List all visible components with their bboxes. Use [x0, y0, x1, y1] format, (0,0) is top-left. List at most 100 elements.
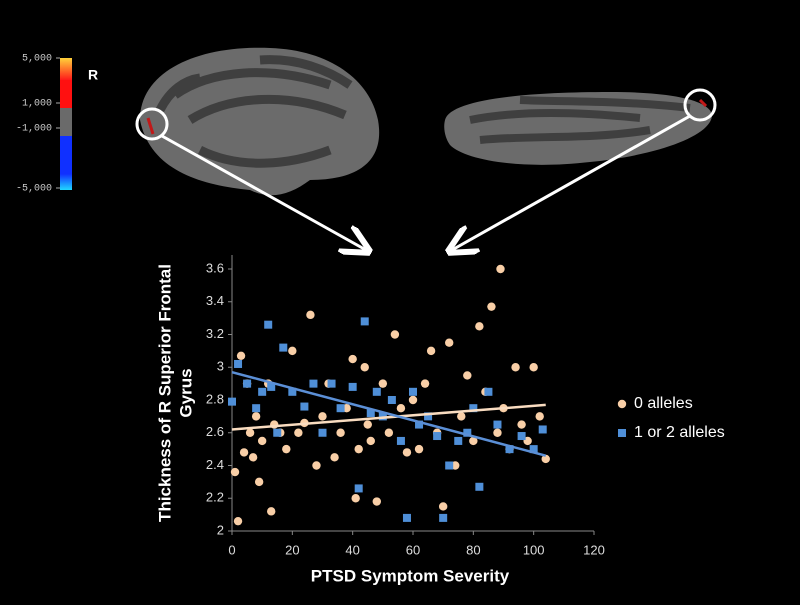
x-tick-label: 60 — [406, 542, 420, 557]
point — [228, 397, 236, 406]
point — [254, 477, 264, 487]
point — [288, 346, 297, 356]
point — [475, 322, 484, 331]
y-tick-label: 2.4 — [206, 457, 224, 472]
point — [445, 461, 454, 470]
point — [408, 395, 418, 405]
point — [541, 454, 550, 464]
x-tick-label: 120 — [583, 542, 605, 557]
y-tick-label: 2.6 — [206, 424, 224, 439]
colorbar: R — [60, 58, 98, 190]
point — [396, 403, 406, 413]
point — [251, 412, 261, 421]
point — [511, 363, 520, 372]
x-tick-label: 40 — [345, 542, 359, 557]
point — [351, 494, 360, 503]
y-tick-label: 3.6 — [206, 260, 224, 275]
legend-marker — [617, 399, 627, 409]
colorbar-tick-label: -5,000 — [16, 184, 52, 195]
point — [288, 387, 297, 396]
point — [354, 484, 363, 493]
point — [493, 420, 502, 429]
y-tick-label: 3.2 — [206, 326, 224, 341]
point — [475, 482, 484, 491]
point — [538, 425, 547, 434]
point — [327, 379, 336, 388]
point — [457, 412, 466, 421]
point — [267, 382, 276, 391]
point — [264, 320, 273, 329]
point — [390, 330, 400, 339]
colorbar-tick-label: 5,000 — [22, 54, 52, 65]
point — [402, 513, 411, 522]
point — [463, 371, 472, 380]
arrow — [161, 134, 366, 250]
colorbar-tick-label: 1,000 — [22, 99, 52, 110]
y-axis-label: Thickness of R Superior Frontal — [155, 264, 174, 522]
point — [258, 387, 267, 396]
point — [414, 444, 424, 454]
trend-line — [231, 403, 546, 431]
point — [415, 420, 424, 429]
point — [294, 428, 303, 437]
colorbar-segment — [60, 174, 72, 190]
point — [306, 310, 315, 320]
point — [384, 428, 394, 437]
y-tick-label: 2.2 — [206, 490, 224, 505]
colorbar-segment — [60, 108, 72, 136]
x-axis-label: PTSD Symptom Severity — [311, 566, 510, 585]
trend-line — [231, 370, 547, 457]
point — [469, 404, 478, 413]
legend-marker — [618, 429, 626, 437]
y-tick-label: 2 — [217, 522, 224, 537]
colorbar-segment — [60, 80, 72, 108]
point — [330, 453, 339, 462]
point — [230, 467, 240, 477]
x-tick-label: 100 — [523, 542, 545, 557]
point — [493, 428, 502, 437]
point — [300, 402, 309, 411]
point — [529, 445, 538, 454]
point — [309, 379, 318, 388]
point — [248, 453, 258, 462]
point — [243, 379, 252, 388]
point — [363, 420, 372, 429]
point — [487, 302, 496, 311]
point — [378, 412, 387, 421]
legend-label: 0 alleles — [634, 395, 693, 412]
point — [348, 354, 357, 364]
point — [282, 444, 291, 454]
point — [409, 387, 417, 396]
point — [360, 363, 369, 372]
point — [463, 428, 472, 437]
point — [348, 382, 357, 391]
y-tick-label: 3.4 — [206, 293, 224, 308]
x-tick-label: 0 — [228, 542, 235, 557]
legend-label: 1 or 2 alleles — [634, 424, 725, 441]
point — [372, 497, 381, 506]
arrow — [452, 114, 691, 250]
point — [402, 448, 412, 457]
colorbar-tick-label: -1,000 — [16, 124, 52, 135]
point — [360, 317, 369, 326]
colorbar-segment — [60, 136, 72, 174]
colorbar-label: R — [88, 67, 98, 83]
point — [454, 436, 463, 445]
point — [505, 445, 514, 454]
y-axis-label: Gyrus — [176, 368, 195, 417]
point — [438, 502, 448, 511]
point — [245, 428, 255, 437]
x-tick-label: 20 — [285, 542, 299, 557]
point — [517, 432, 526, 441]
point — [257, 436, 267, 446]
point — [318, 428, 327, 437]
point — [445, 338, 454, 347]
point — [426, 346, 436, 356]
brain-medial — [135, 47, 380, 196]
point — [469, 436, 478, 446]
point — [529, 363, 538, 372]
point — [236, 351, 246, 360]
point — [312, 461, 321, 470]
